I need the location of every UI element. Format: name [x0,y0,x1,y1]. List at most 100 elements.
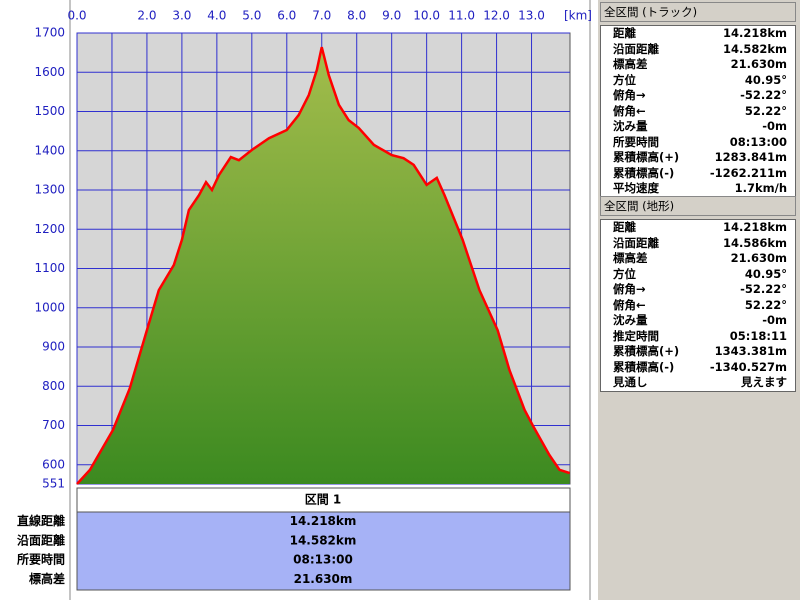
table-row: 距離 14.218km [601,220,795,236]
y-tick-label: 600 [42,457,65,471]
table-row: 所要時間 08:13:00 [601,135,795,151]
x-tick-label: 6.0 [277,9,296,23]
y-tick-label: 1000 [34,300,65,314]
info-panel: 全区間 (トラック) 距離 14.218km 沿面距離 14.582km 標高差 21.63… [598,0,800,600]
table-row: 平均速度 1.7km/h [601,181,795,197]
y-tick-label: 551 [42,477,65,491]
y-tick-label: 1500 [34,104,65,118]
table-row: 累積標高(+) 1343.381m [601,344,795,360]
table-body: 距離 14.218km 沿面距離 14.582km 標高差 21.630m 方位 40.95°… [600,25,796,198]
row-value: 14.582km [290,533,357,547]
row-label: 見通し [613,375,648,389]
section-header [76,487,571,513]
table-title: 全区間 (地形) [600,196,796,216]
row-value: 14.218km [722,220,787,234]
row-label: 平均速度 [613,181,659,195]
x-tick-label: 9.0 [382,9,401,23]
row-label: 俯角→ [613,88,646,102]
x-tick-label: 11.0 [448,9,475,23]
y-tick-label: 1300 [34,183,65,197]
row-label: 累積標高(-) [613,359,675,374]
row-value: 14.218km [722,26,787,40]
row-value: 14.582km [722,41,787,56]
row-label: 標高差 [613,57,648,71]
row-value: 08:13:00 [293,553,353,567]
table-row: 方位 40.95° [601,73,795,89]
row-value: -0m [762,313,787,327]
row-value: 21.630m [294,572,353,586]
table-row: 標高差 21.630m [601,251,795,267]
row-value: -1340.527m [709,359,787,374]
row-value: 1.7km/h [734,181,787,195]
row-label: 標高差 [613,251,648,265]
row-value: -0m [762,119,787,133]
table-row: 沈み量 -0m [601,119,795,135]
row-label: 沿面距離 [16,532,65,547]
row-label: 所要時間 [613,134,659,149]
row-value: 05:18:11 [729,328,787,343]
row-value: 08:13:00 [729,134,787,149]
y-tick-label: 900 [42,340,65,354]
row-label: 距離 [613,220,636,234]
table-row: 累積標高(-) -1262.211m [601,166,795,182]
profile-line [76,46,571,485]
row-value: 14.586km [722,235,787,250]
table-row: 方位 40.95° [601,267,795,283]
table-row: 俯角← 52.22° [601,104,795,120]
x-tick-label: 5.0 [242,9,261,23]
row-value: 52.22° [744,297,787,312]
row-label: 直線距離 [17,513,65,528]
table-row: 沿面距離 14.582km [601,42,795,58]
table-row: 推定時間 05:18:11 [601,329,795,345]
area-fill [77,47,570,484]
table-row: 沈み量 -0m [601,313,795,329]
y-tick-label: 1100 [34,261,65,275]
row-label: 方位 [613,72,636,87]
row-label: 方位 [613,266,636,281]
table-row: 標高差 21.630m [601,57,795,73]
table-row: 累積標高(+) 1283.841m [601,150,795,166]
row-label: 俯角← [613,103,646,118]
row-value: 14.218km [290,514,357,528]
row-label: 累積標高(+) [613,344,680,358]
section-title: 区間 1 [305,493,342,507]
table-body: 距離 14.218km 沿面距離 14.586km 標高差 21.630m 方位 40.95°… [600,219,796,392]
table-row: 見通し 見えます [601,375,795,391]
y-tick-label: 800 [42,379,65,393]
table-row: 俯角→ -52.22° [601,282,795,298]
row-value: -52.22° [740,88,787,102]
info-table: 全区間 (地形) 距離 14.218km 沿面距離 14.586km 標高差 21.630m… [600,196,796,392]
y-tick-label: 1400 [34,143,65,157]
row-label: 推定時間 [613,328,659,343]
info-table: 全区間 (トラック) 距離 14.218km 沿面距離 14.582km 標高差 21.63… [600,2,796,198]
row-value: 40.95° [744,72,787,87]
table-row: 俯角← 52.22° [601,298,795,314]
table-row: 沿面距離 14.586km [601,236,795,252]
row-label: 沿面距離 [613,41,659,56]
row-label: 沿面距離 [613,235,659,250]
x-tick-label: 12.0 [483,9,510,23]
row-label: 俯角→ [613,282,646,296]
row-value: -52.22° [740,282,787,296]
x-tick-label: 0.0 [67,9,86,23]
table-row: 距離 14.218km [601,26,795,42]
y-tick-label: 700 [42,418,65,432]
x-tick-label: 8.0 [347,9,366,23]
table-row: 累積標高(-) -1340.527m [601,360,795,376]
row-value: 52.22° [744,103,787,118]
y-tick-label: 1200 [34,222,65,236]
x-tick-label: 13.0 [518,9,545,23]
row-value: 1283.841m [714,150,787,164]
x-unit: [km] [564,9,592,23]
table-title: 全区間 (トラック) [600,2,796,22]
row-label: 沈み量 [613,119,648,133]
row-label: 標高差 [29,571,65,586]
row-label: 俯角← [613,297,646,312]
row-value: 21.630m [730,57,787,71]
section-body [76,511,571,591]
x-tick-label: 10.0 [413,9,440,23]
x-tick-label: 4.0 [207,9,226,23]
row-label: 累積標高(+) [613,150,680,164]
x-tick-label: 2.0 [137,9,156,23]
